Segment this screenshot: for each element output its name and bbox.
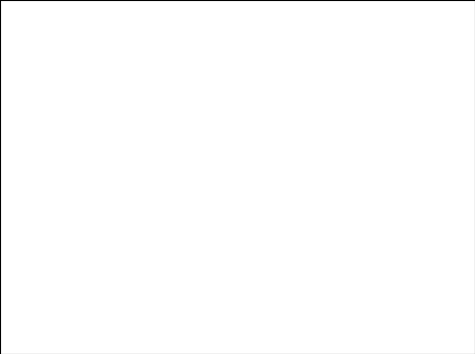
Bar [365, 216, 385, 223]
Bar [210, 123, 229, 223]
Bar [55, 219, 74, 223]
Bar [404, 219, 424, 223]
Bar [132, 40, 152, 223]
Bar [326, 221, 346, 223]
Bar [249, 218, 268, 223]
Bar [210, 216, 229, 223]
Bar [93, 216, 113, 223]
Bar [132, 215, 152, 223]
Bar [404, 206, 424, 223]
Bar [55, 102, 74, 223]
Title: GDS4369 / 10522562: GDS4369 / 10522562 [164, 7, 314, 21]
Bar [288, 205, 307, 223]
Bar [171, 215, 190, 223]
Bar [171, 46, 190, 223]
Bar [288, 218, 307, 223]
Bar [93, 59, 113, 223]
Bar [249, 201, 268, 223]
Bar [365, 71, 385, 223]
Bar [326, 221, 346, 223]
